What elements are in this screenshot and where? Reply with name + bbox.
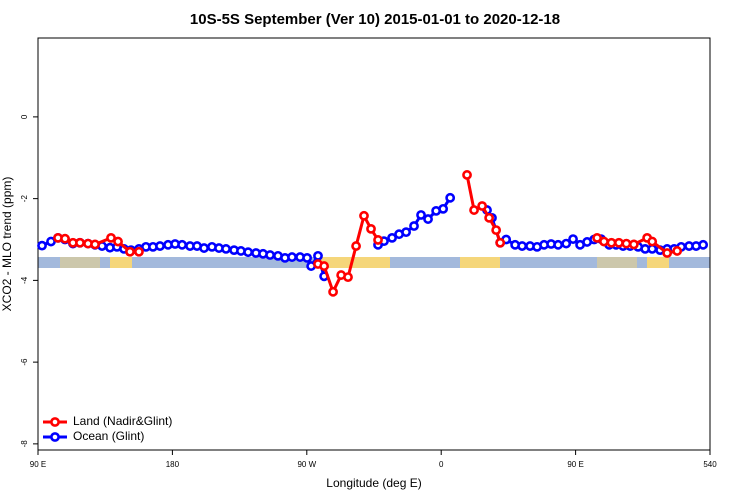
point xyxy=(221,244,231,254)
point xyxy=(599,236,609,247)
point xyxy=(287,252,297,262)
y-tick-label: -4 xyxy=(20,276,29,284)
y-tick-label: -2 xyxy=(20,195,29,203)
point xyxy=(155,241,165,251)
point xyxy=(177,239,188,250)
point xyxy=(313,250,323,261)
point xyxy=(438,203,449,214)
point xyxy=(351,241,361,251)
point xyxy=(672,246,683,256)
point xyxy=(125,246,135,257)
point xyxy=(373,235,383,245)
point xyxy=(46,236,56,247)
legend-label: Land (Nadir&Glint) xyxy=(73,414,172,428)
land-strip xyxy=(110,257,132,268)
legend-marker xyxy=(50,432,60,442)
map-strip xyxy=(38,257,710,268)
x-tick-label: 90 E xyxy=(567,460,583,469)
y-tick-label: -6 xyxy=(20,358,29,366)
point xyxy=(343,272,353,283)
point xyxy=(561,238,572,249)
x-tick-label: 180 xyxy=(166,460,180,469)
point xyxy=(423,214,433,224)
point xyxy=(90,239,100,250)
point xyxy=(302,252,312,263)
x-tick-label: 540 xyxy=(703,460,717,469)
point xyxy=(606,237,617,248)
point xyxy=(484,212,495,223)
land-strip xyxy=(460,257,500,268)
land-strip xyxy=(318,257,390,268)
point xyxy=(37,240,47,251)
point xyxy=(662,248,673,258)
point xyxy=(491,225,502,236)
point xyxy=(319,261,330,271)
point xyxy=(647,236,658,247)
y-axis-label: XCO2 - MLO trend (ppm) xyxy=(0,177,14,312)
point xyxy=(359,210,369,221)
point xyxy=(265,250,275,260)
point xyxy=(416,210,426,220)
point xyxy=(401,227,412,238)
point xyxy=(243,247,254,258)
point xyxy=(60,233,70,244)
point xyxy=(592,232,603,243)
chart-title: 10S-5S September (Ver 10) 2015-01-01 to … xyxy=(190,11,560,28)
y-tick-label: -8 xyxy=(20,440,29,448)
point xyxy=(199,243,209,253)
point xyxy=(409,221,419,231)
x-tick-label: 0 xyxy=(439,460,444,469)
point xyxy=(366,223,376,234)
point xyxy=(568,234,578,244)
y-tick-label: 0 xyxy=(20,114,29,119)
point xyxy=(628,239,639,250)
point xyxy=(106,232,116,243)
legend-label: Ocean (Glint) xyxy=(73,429,144,443)
point xyxy=(75,237,85,248)
point xyxy=(495,237,506,248)
x-tick-label: 90 E xyxy=(30,460,46,469)
point xyxy=(698,239,709,250)
point xyxy=(462,170,472,180)
x-tick-label: 90 W xyxy=(297,460,316,469)
land-strip xyxy=(60,257,100,268)
land-strip xyxy=(647,257,669,268)
point xyxy=(517,241,528,251)
point xyxy=(445,192,456,203)
legend-marker xyxy=(50,417,60,427)
land-strip xyxy=(597,257,637,268)
point xyxy=(614,237,624,248)
x-axis-label: Longitude (deg E) xyxy=(326,476,421,490)
point xyxy=(477,201,488,211)
point xyxy=(113,236,123,247)
point xyxy=(553,239,564,250)
point xyxy=(328,286,338,297)
point xyxy=(469,205,479,215)
point xyxy=(387,232,397,243)
point xyxy=(621,238,632,249)
point xyxy=(134,246,144,257)
